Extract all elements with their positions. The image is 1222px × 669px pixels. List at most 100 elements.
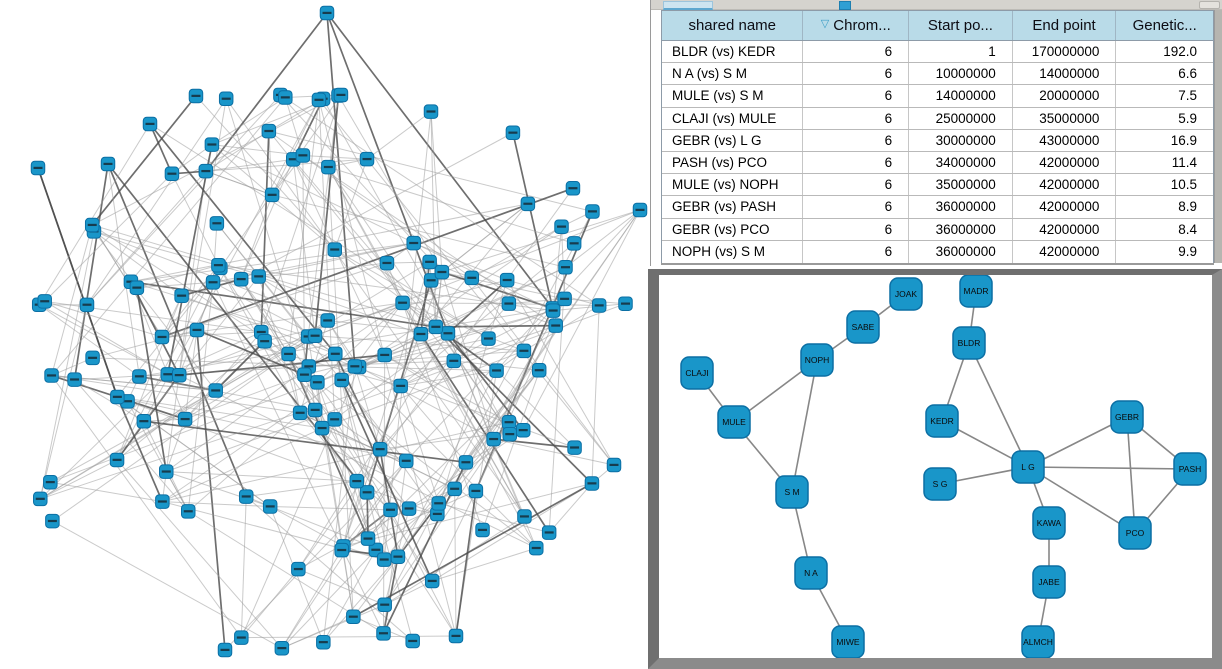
hairball-node[interactable] xyxy=(292,405,308,421)
hairball-node[interactable] xyxy=(132,369,147,384)
hairball-node[interactable] xyxy=(291,561,306,577)
network-node-almch[interactable]: ALMCH xyxy=(1021,625,1055,658)
network-node-pash[interactable]: PASH xyxy=(1173,452,1207,486)
hairball-node[interactable] xyxy=(424,573,440,589)
hairball-node[interactable] xyxy=(464,270,480,286)
hairball-node[interactable] xyxy=(30,160,46,176)
scrollbar-thumb[interactable] xyxy=(839,1,851,10)
hairball-node[interactable] xyxy=(320,313,335,328)
network-node-pco[interactable]: PCO xyxy=(1118,516,1152,550)
hairball-node[interactable] xyxy=(499,272,515,288)
hairball-node[interactable] xyxy=(529,540,544,556)
hairball-node[interactable] xyxy=(136,414,152,429)
hairball-node[interactable] xyxy=(431,496,446,511)
hairball-node[interactable] xyxy=(233,271,249,287)
hairball-node[interactable] xyxy=(434,264,450,280)
hairball-node[interactable] xyxy=(44,368,59,383)
network-node-kedr[interactable]: KEDR xyxy=(925,404,959,438)
filter-icon[interactable]: ▽ xyxy=(820,18,830,30)
hairball-node[interactable] xyxy=(155,494,170,509)
hairball-node[interactable] xyxy=(307,328,323,344)
table-row[interactable]: PASH (vs) PCO 6 34000000 42000000 11.4 xyxy=(662,151,1213,175)
hairball-node[interactable] xyxy=(554,219,569,234)
hairball-node[interactable] xyxy=(446,353,462,369)
network-node-mule[interactable]: MULE xyxy=(717,405,751,439)
network-node-bldr[interactable]: BLDR xyxy=(952,326,986,360)
hairball-node[interactable] xyxy=(585,204,600,219)
hairball-node[interactable] xyxy=(211,257,226,273)
hairball-node[interactable] xyxy=(257,334,272,349)
hairball-node[interactable] xyxy=(377,347,392,363)
hairball-node[interactable] xyxy=(489,363,504,378)
hairball-node[interactable] xyxy=(376,552,392,567)
hairball-node[interactable] xyxy=(319,5,335,21)
network-node-gebr[interactable]: GEBR xyxy=(1110,400,1144,434)
hairball-node[interactable] xyxy=(198,163,214,179)
hairball-node[interactable] xyxy=(177,411,193,427)
network-node-noph[interactable]: NOPH xyxy=(800,343,834,377)
hairball-node[interactable] xyxy=(205,275,221,290)
hairball-node[interactable] xyxy=(307,402,323,418)
hairball-node[interactable] xyxy=(33,491,48,507)
hairball-node[interactable] xyxy=(440,326,456,341)
hairball-node[interactable] xyxy=(310,375,325,390)
hairball-node[interactable] xyxy=(545,303,561,318)
hairball-node[interactable] xyxy=(297,367,312,382)
hairball-node[interactable] xyxy=(557,291,572,307)
hairball-node[interactable] xyxy=(349,473,365,489)
hairball-node[interactable] xyxy=(428,319,444,335)
hairball-node[interactable] xyxy=(262,499,278,514)
hairball-node[interactable] xyxy=(390,549,406,564)
hairball-node[interactable] xyxy=(84,217,100,233)
hairball-node[interactable] xyxy=(401,501,417,516)
hairball-node[interactable] xyxy=(110,389,125,405)
hairball-node[interactable] xyxy=(334,372,349,388)
hairball-node[interactable] xyxy=(188,88,204,104)
hairball-node[interactable] xyxy=(327,242,342,257)
hairball-node[interactable] xyxy=(109,452,125,468)
hairball-node[interactable] xyxy=(346,609,361,625)
table-row[interactable]: N A (vs) S M 6 10000000 14000000 6.6 xyxy=(662,63,1213,86)
hairball-node[interactable] xyxy=(171,367,187,383)
hairball-node[interactable] xyxy=(405,633,420,649)
hairball-node[interactable] xyxy=(261,123,277,139)
network-edge-l-g-pco[interactable] xyxy=(1027,466,1136,534)
hairball-node[interactable] xyxy=(565,181,581,196)
hairball-node[interactable] xyxy=(517,509,532,524)
table-vertical-scrollbar[interactable] xyxy=(1214,10,1222,263)
hairball-node[interactable] xyxy=(359,151,375,167)
hairball-node[interactable] xyxy=(154,329,170,345)
hairball-node[interactable] xyxy=(515,422,531,438)
hairball-node[interactable] xyxy=(520,196,536,212)
column-header-genetic[interactable]: Genetic... xyxy=(1116,11,1213,40)
hairball-node[interactable] xyxy=(321,159,336,175)
hairball-node[interactable] xyxy=(159,464,174,479)
network-edge-l-g-pash[interactable] xyxy=(1027,466,1191,470)
hairball-node[interactable] xyxy=(566,236,582,251)
hairball-node[interactable] xyxy=(423,273,439,288)
table-row[interactable]: CLAJI (vs) MULE 6 25000000 35000000 5.9 xyxy=(662,107,1213,130)
hairball-node[interactable] xyxy=(164,166,180,182)
hairball-node[interactable] xyxy=(393,378,408,394)
hairball-node[interactable] xyxy=(591,298,607,313)
hairball-node[interactable] xyxy=(502,426,517,442)
network-node-kawa[interactable]: KAWA xyxy=(1032,506,1066,540)
hairball-node[interactable] xyxy=(458,455,474,470)
table-row[interactable]: NOPH (vs) S M 6 36000000 42000000 9.9 xyxy=(662,240,1213,263)
hairball-node[interactable] xyxy=(447,481,462,497)
hairball-node[interactable] xyxy=(505,125,521,141)
hairball-node[interactable] xyxy=(43,474,58,490)
hairball-node[interactable] xyxy=(218,91,234,107)
table-row[interactable]: GEBR (vs) PASH 6 36000000 42000000 8.9 xyxy=(662,196,1213,219)
hairball-node[interactable] xyxy=(37,294,52,309)
hairball-node[interactable] xyxy=(406,235,421,251)
hairball-node[interactable] xyxy=(632,202,648,218)
hairball-node[interactable] xyxy=(316,634,331,650)
hairball-node[interactable] xyxy=(516,343,532,359)
hairball-node[interactable] xyxy=(548,318,563,333)
table-row[interactable]: GEBR (vs) PCO 6 36000000 42000000 8.4 xyxy=(662,218,1213,241)
network-node-s-g[interactable]: S G xyxy=(923,467,957,501)
hairball-node[interactable] xyxy=(379,255,395,271)
column-header-shared-name[interactable]: shared name xyxy=(662,11,804,40)
column-header-end-point[interactable]: End point xyxy=(1013,11,1117,40)
